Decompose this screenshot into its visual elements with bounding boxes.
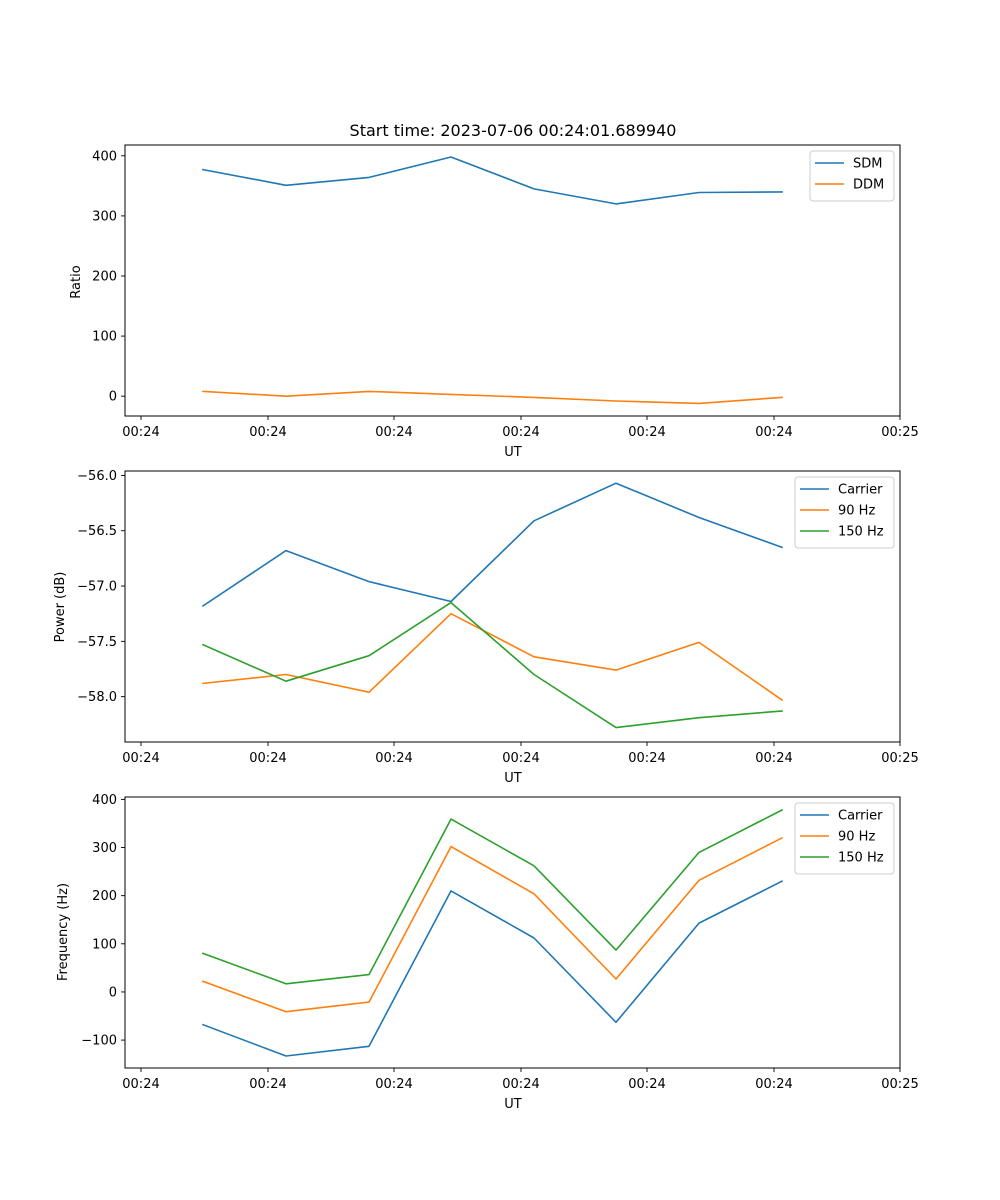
y-tick-label: −100 [81,1034,117,1049]
power-plot-area: 00:24 00:24 00:24 00:24 00:24 00:24 00:25 −58.0… [77,469,919,766]
y-tick-label: −56.5 [77,524,117,539]
legend-label: DDM [853,178,884,193]
x-tick-label: 00:24 [122,1077,159,1092]
y-tick-label: −58.0 [77,690,117,705]
y-axis-label: Frequency (Hz) [56,883,71,981]
x-tick-label: 00:24 [249,751,286,766]
x-tick-label: 00:24 [122,751,159,766]
series-line-ddm [202,390,783,405]
ratio-panel: Start time: 2023-07-06 00:24:01.689940 R… [69,121,919,460]
y-tick-label: 200 [92,269,117,284]
y-tick-label: 100 [92,330,117,345]
y-tick-label: 400 [92,149,117,164]
y-tick-label: 0 [109,390,117,405]
y-tick-label: 200 [92,889,117,904]
x-tick-label: 00:24 [628,751,665,766]
x-tick-label: 00:24 [249,1077,286,1092]
axes-frame [124,796,901,1069]
y-tick-label: 300 [92,841,117,856]
axes-frame [124,144,901,417]
x-tick-label: 00:24 [375,1077,412,1092]
x-tick-label: 00:24 [628,425,665,440]
x-tick-label: 00:24 [375,425,412,440]
frequency-plot-area: 00:24 00:24 00:24 00:24 00:24 00:24 00:25 −100 0… [81,793,918,1092]
y-tick-label: 100 [92,937,117,952]
frequency-legend: Carrier 90 Hz 150 Hz [794,802,895,875]
chart-title: Start time: 2023-07-06 00:24:01.689940 [350,121,677,140]
y-axis-label: Ratio [69,265,84,298]
x-tick-label: 00:25 [881,425,918,440]
legend-label: Carrier [838,809,883,824]
y-tick-label: 400 [92,793,117,808]
x-tick-label: 00:24 [122,425,159,440]
y-tick-label: 0 [109,985,117,1000]
series-line-150-hz [201,808,784,985]
ratio-plot-area: 00:24 00:24 00:24 00:24 00:24 00:24 00:25 0 100 2… [92,144,919,440]
x-tick-label: 00:24 [249,425,286,440]
y-tick-label: −57.0 [77,580,117,595]
x-tick-label: 00:24 [502,425,539,440]
ratio-legend: SDM DDM [809,150,895,202]
y-tick-label: 300 [92,209,117,224]
y-tick-label: −57.5 [77,635,117,650]
frequency-panel: Frequency (Hz) UT 00:24 00:24 00:24 00:24 00… [56,793,919,1112]
legend-label: 90 Hz [838,830,875,845]
power-panel: Power (dB) UT 00:24 00:24 00:24 00:24 00:24 0… [53,469,919,786]
x-tick-label: 00:24 [502,751,539,766]
series-line-150-hz [201,601,783,729]
series-line-sdm [202,156,783,205]
x-tick-label: 00:24 [755,1077,792,1092]
x-tick-label: 00:25 [881,751,918,766]
axes-frame [124,470,901,743]
x-tick-label: 00:24 [755,425,792,440]
legend-label: Carrier [838,483,883,498]
x-tick-label: 00:25 [881,1077,918,1092]
legend-label: 150 Hz [838,851,884,866]
y-tick-label: −56.0 [77,469,117,484]
x-tick-label: 00:24 [755,751,792,766]
legend-label: 90 Hz [838,504,875,519]
legend-label: SDM [853,157,882,172]
x-axis-label: UT [504,771,522,786]
power-legend: Carrier 90 Hz 150 Hz [794,476,895,549]
series-line-carrier [201,880,784,1057]
y-axis-label: Power (dB) [53,572,68,643]
series-line-90-hz [201,836,784,1013]
x-tick-label: 00:24 [628,1077,665,1092]
x-tick-label: 00:24 [502,1077,539,1092]
x-tick-label: 00:24 [375,751,412,766]
x-axis-label: UT [504,445,522,460]
x-axis-label: UT [504,1097,522,1112]
legend-label: 150 Hz [838,525,884,540]
series-line-carrier [201,482,784,608]
